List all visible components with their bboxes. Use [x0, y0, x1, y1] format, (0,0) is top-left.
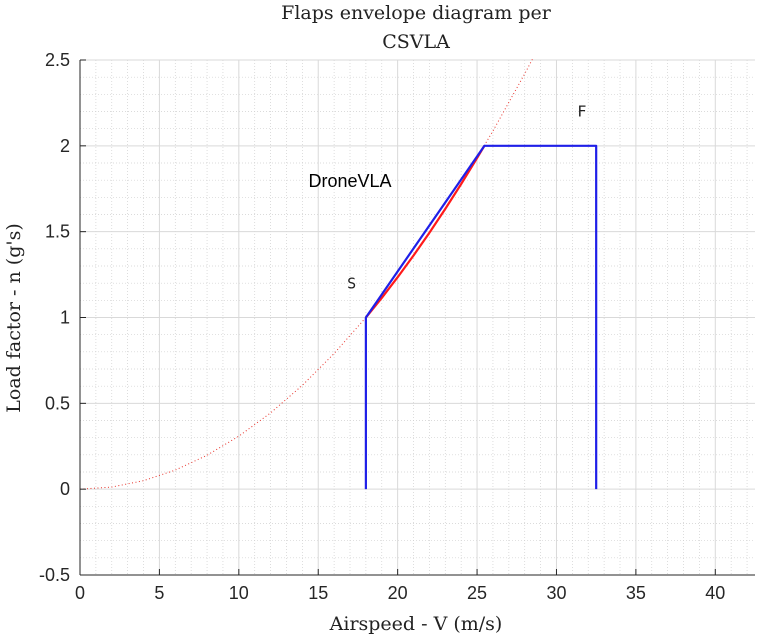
axes	[79, 59, 755, 576]
series-layer	[79, 58, 598, 490]
y-tick-label: -0.5	[39, 565, 70, 585]
y-axis-label: Load factor - n (g's)	[3, 223, 25, 412]
x-tick-label: 20	[388, 583, 408, 603]
tick-labels: 0 5 10 15 20 25 30 35 40-0.500.511.522.5	[39, 50, 725, 603]
y-tick-label: 1.5	[45, 222, 70, 242]
y-tick-label: 1	[60, 308, 70, 328]
point-label-f: F	[577, 103, 586, 121]
y-tick-label: 2.5	[45, 50, 70, 70]
x-tick-label: 30	[546, 583, 566, 603]
x-tick-label: 15	[308, 583, 328, 603]
x-tick-label: 10	[229, 583, 249, 603]
y-tick-label: 0	[60, 479, 70, 499]
point-label-s: S	[347, 274, 356, 292]
series-line-1	[365, 145, 486, 319]
x-axis-label-text: Airspeed - V (m/s)	[329, 613, 503, 635]
annotations: S F DroneVLA	[308, 103, 586, 293]
y-axis-label-text: Load factor - n (g's)	[3, 223, 25, 412]
chart-title-line-1: Flaps envelope diagram per	[281, 2, 552, 24]
x-tick-label: 25	[467, 583, 487, 603]
chart-title-line-2: CSVLA	[382, 31, 450, 53]
x-tick-label: 40	[705, 583, 725, 603]
y-tick-label: 0.5	[45, 393, 70, 413]
aircraft-label: DroneVLA	[308, 171, 391, 191]
x-axis-label: Airspeed - V (m/s)	[329, 613, 503, 635]
x-tick-label: 35	[626, 583, 646, 603]
series-line-2	[364, 144, 598, 490]
x-tick-label: 5	[154, 583, 164, 603]
x-tick-label: 0	[75, 583, 85, 603]
y-tick-label: 2	[60, 136, 70, 156]
